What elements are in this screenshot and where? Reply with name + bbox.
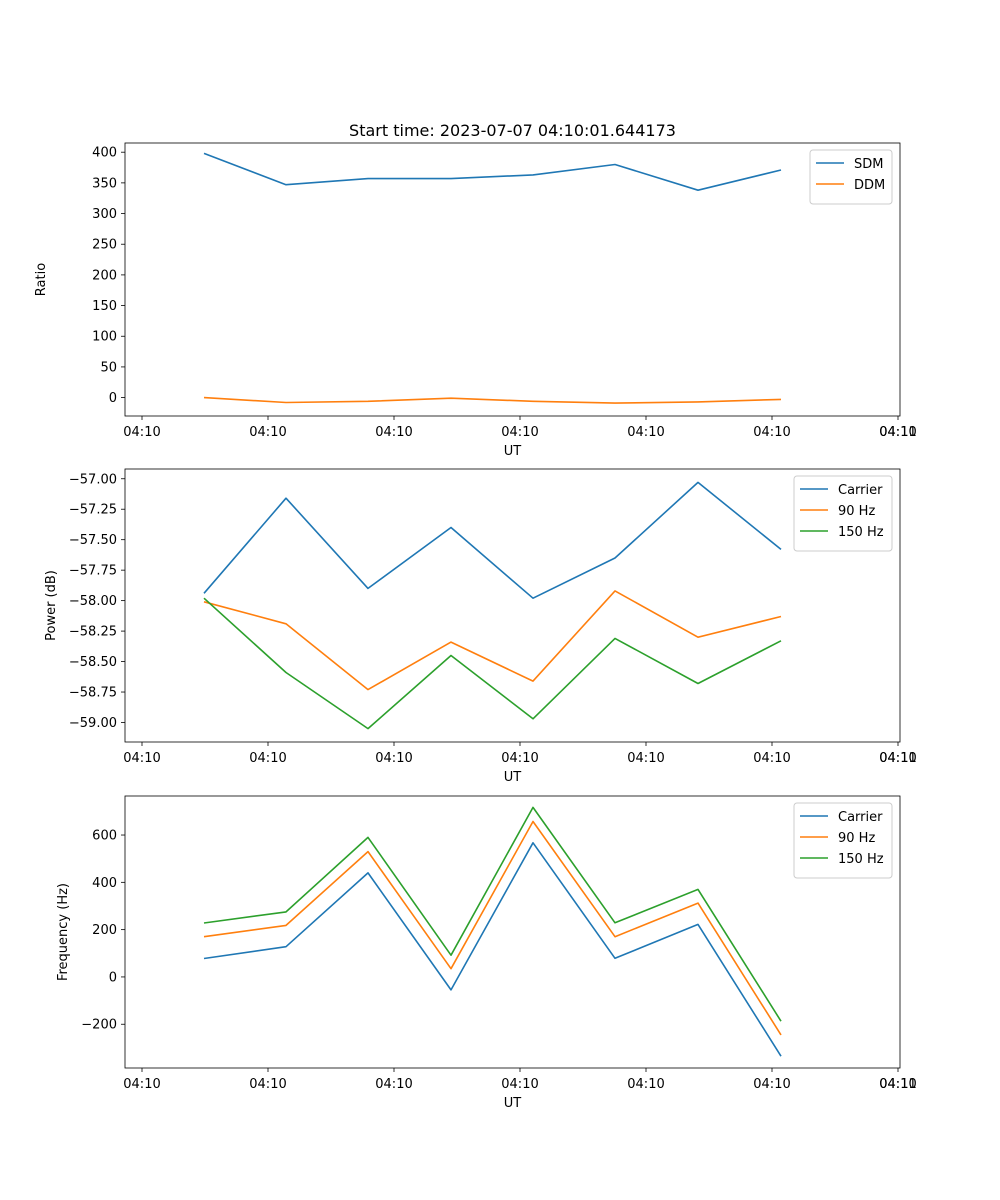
x-tick-label: 04:10: [249, 751, 286, 766]
x-tick-label: 04:10: [375, 425, 412, 440]
y-axis-label: Frequency (Hz): [56, 883, 71, 981]
y-tick-label: −58.75: [69, 686, 117, 701]
x-tick-label: 04:10: [249, 425, 286, 440]
legend: Carrier 90 Hz 150 Hz: [793, 802, 893, 879]
legend: Carrier 90 Hz 150 Hz: [793, 475, 893, 552]
series-line-150-hz: [203, 597, 782, 730]
y-tick-label: 0: [109, 391, 117, 406]
legend-label: DDM: [854, 178, 885, 193]
y-axis-label: Ratio: [34, 263, 49, 296]
legend-label: SDM: [854, 157, 883, 172]
x-tick-label: 04:10: [501, 1077, 538, 1092]
series-line-carrier: [203, 481, 782, 600]
series-line-90-hz: [203, 820, 782, 1036]
y-tick-label: 400: [92, 146, 117, 161]
x-tick-label: 04:10: [879, 1077, 916, 1092]
panels: 04:10 04:10 04:10 04:10 04:10 04:10 04:1104:10…: [34, 121, 917, 1111]
series-line-150-hz: [203, 806, 782, 1022]
y-tick-label: 350: [92, 176, 117, 191]
x-tick-label: 04:11: [879, 1077, 916, 1092]
panel-2: 04:10 04:10 04:10 04:10 04:10 04:10 04:1104:10…: [44, 468, 917, 785]
axes-frame: [124, 795, 901, 1069]
y-tick-label: 200: [92, 268, 117, 283]
axes-frame: [124, 142, 901, 417]
x-tick-label: 04:11: [879, 751, 916, 766]
y-tick-label: 50: [100, 360, 117, 375]
x-tick-label: 04:10: [123, 1077, 160, 1092]
series-line-ddm: [203, 396, 782, 404]
x-tick-label: 04:10: [501, 751, 538, 766]
y-tick-label: 100: [92, 330, 117, 345]
legend-label: 90 Hz: [838, 831, 875, 846]
x-tick-label: 04:10: [123, 751, 160, 766]
y-tick-label: −58.50: [69, 655, 117, 670]
x-axis-label: UT: [504, 770, 522, 785]
x-axis-label: UT: [504, 444, 522, 459]
y-tick-label: −58.00: [69, 594, 117, 609]
x-tick-label: 04:10: [627, 425, 664, 440]
x-tick-label: 04:10: [627, 751, 664, 766]
axes-frame: [124, 468, 901, 743]
y-tick-label: 250: [92, 238, 117, 253]
y-tick-label: −200: [81, 1018, 117, 1033]
legend: SDM DDM: [809, 149, 893, 205]
legend-label: 150 Hz: [838, 525, 884, 540]
series-line-carrier: [203, 841, 782, 1057]
x-tick-label: 04:10: [123, 425, 160, 440]
y-tick-label: 150: [92, 299, 117, 314]
y-tick-label: −57.50: [69, 533, 117, 548]
x-tick-label: 04:10: [627, 1077, 664, 1092]
y-tick-label: −59.00: [69, 716, 117, 731]
legend-label: Carrier: [838, 483, 883, 498]
x-tick-label: 04:10: [753, 751, 790, 766]
y-tick-label: −57.00: [69, 472, 117, 487]
chart-title: Start time: 2023-07-07 04:10:01.644173: [349, 121, 676, 140]
y-tick-label: −58.25: [69, 625, 117, 640]
series-line-sdm: [203, 152, 782, 191]
y-tick-label: 600: [92, 829, 117, 844]
x-tick-label: 04:10: [879, 751, 916, 766]
x-tick-label: 04:10: [375, 751, 412, 766]
x-tick-label: 04:10: [753, 425, 790, 440]
y-tick-label: 300: [92, 207, 117, 222]
y-tick-label: 200: [92, 923, 117, 938]
y-tick-label: 400: [92, 876, 117, 891]
y-tick-label: 0: [109, 970, 117, 985]
legend-label: 150 Hz: [838, 852, 884, 867]
x-tick-label: 04:10: [879, 425, 916, 440]
legend-box: [793, 475, 893, 552]
x-tick-label: 04:10: [249, 1077, 286, 1092]
x-tick-label: 04:11: [879, 425, 916, 440]
legend-label: 90 Hz: [838, 504, 875, 519]
y-axis-label: Power (dB): [44, 570, 59, 641]
y-tick-label: −57.75: [69, 564, 117, 579]
x-tick-label: 04:10: [375, 1077, 412, 1092]
panel-1: 04:10 04:10 04:10 04:10 04:10 04:10 04:1104:10…: [34, 121, 917, 459]
legend-box: [793, 802, 893, 879]
x-axis-label: UT: [504, 1096, 522, 1111]
series-line-90-hz: [203, 590, 782, 691]
panel-3: 04:10 04:10 04:10 04:10 04:10 04:10 04:1104:10…: [56, 795, 917, 1111]
legend-label: Carrier: [838, 810, 883, 825]
x-tick-label: 04:10: [753, 1077, 790, 1092]
x-tick-label: 04:10: [501, 425, 538, 440]
y-tick-label: −57.25: [69, 503, 117, 518]
